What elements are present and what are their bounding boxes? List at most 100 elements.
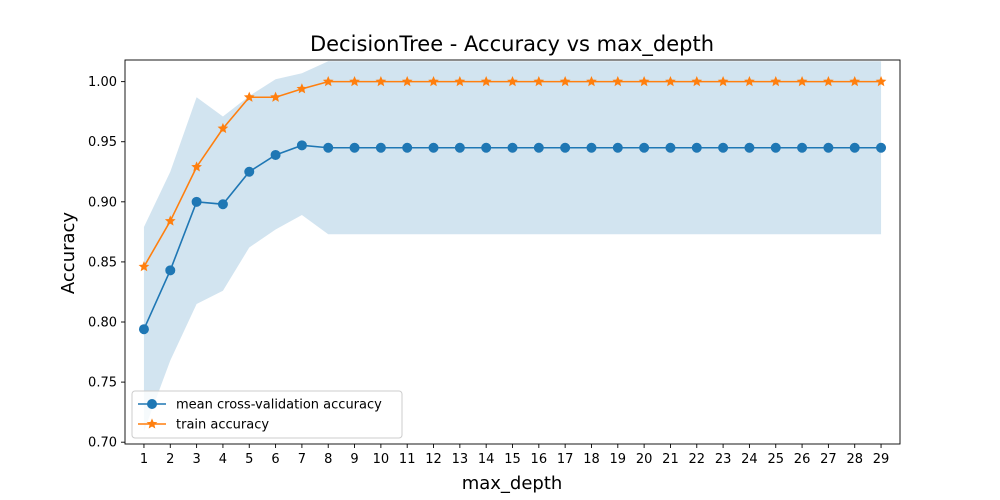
data-point — [586, 142, 597, 153]
data-point — [691, 75, 703, 87]
data-point — [270, 149, 281, 160]
data-point — [823, 75, 834, 87]
data-point — [296, 83, 308, 94]
x-tick-label: 6 — [271, 452, 279, 467]
data-point — [770, 142, 781, 153]
data-point — [796, 75, 808, 87]
data-point — [717, 75, 729, 87]
legend-box — [131, 390, 403, 439]
x-tick-label: 8 — [324, 452, 332, 467]
series-0 — [138, 140, 887, 335]
data-point — [875, 75, 887, 87]
x-tick-label: 15 — [504, 452, 521, 467]
x-tick-label: 13 — [452, 452, 469, 467]
x-tick-label: 1 — [140, 452, 148, 467]
legend-label: train accuracy — [176, 418, 269, 433]
y-tick-label: 0.70 — [88, 436, 117, 451]
data-point — [401, 75, 413, 87]
data-point — [243, 91, 255, 102]
plot-area: 1 2 3 4 5 6 7 8 9 10 11 12 13 14 15 16 17 18 19 20 21 22 23 24 2… — [88, 59, 901, 467]
data-point — [349, 142, 360, 153]
data-point — [507, 75, 518, 87]
data-point — [612, 142, 623, 153]
legend: mean cross-validation accuracy train accu… — [131, 390, 403, 439]
data-point — [560, 142, 571, 153]
data-point — [638, 75, 650, 87]
legend-entry: mean cross-validation accuracy — [138, 398, 382, 413]
series-1 — [138, 75, 887, 272]
data-point — [612, 75, 624, 87]
data-point — [165, 265, 176, 276]
data-point — [191, 161, 202, 172]
data-point — [480, 75, 492, 87]
data-point — [533, 142, 544, 153]
std-band — [143, 61, 882, 432]
data-point — [876, 142, 887, 153]
data-point — [559, 75, 571, 87]
data-point — [375, 142, 386, 153]
x-tick-label: 14 — [478, 452, 495, 467]
data-point — [849, 75, 861, 87]
data-point — [138, 261, 150, 272]
data-point — [770, 75, 782, 87]
data-point — [586, 75, 597, 87]
data-point — [244, 166, 255, 177]
y-tick-label: 0.90 — [88, 195, 117, 210]
data-point — [823, 142, 834, 153]
data-point — [191, 196, 202, 207]
data-point — [744, 75, 755, 87]
x-tick-label: 17 — [557, 452, 574, 467]
y-tick-label: 0.85 — [88, 255, 117, 270]
data-point — [454, 75, 466, 87]
data-point — [639, 142, 650, 153]
data-point — [744, 142, 755, 153]
x-tick-label: 27 — [820, 452, 837, 467]
x-tick-label: 22 — [688, 452, 705, 467]
data-point — [322, 75, 334, 87]
x-tick-label: 16 — [531, 452, 548, 467]
data-point — [323, 142, 334, 153]
data-point — [349, 75, 360, 87]
x-tick-label: 26 — [794, 452, 811, 467]
legend-marker — [147, 399, 157, 409]
x-tick-label: 9 — [350, 452, 358, 467]
x-tick-label: 19 — [610, 452, 627, 467]
data-point — [217, 122, 229, 134]
x-tick-label: 10 — [373, 452, 390, 467]
x-tick-label: 24 — [741, 452, 758, 467]
data-point — [533, 75, 545, 87]
y-tick-label: 0.80 — [88, 316, 117, 331]
y-axis: 0.70 0.75 0.80 0.85 0.90 0.95 1.00 — [88, 75, 125, 451]
data-point — [402, 142, 413, 153]
x-tick-label: 29 — [873, 452, 890, 467]
y-axis-title: Accuracy — [58, 212, 79, 295]
x-tick-label: 12 — [425, 452, 442, 467]
x-tick-label: 21 — [662, 452, 679, 467]
x-tick-label: 18 — [583, 452, 600, 467]
data-point — [665, 142, 676, 153]
data-point — [138, 324, 149, 335]
data-point — [164, 215, 176, 226]
legend-label: mean cross-validation accuracy — [176, 398, 382, 413]
x-tick-label: 11 — [399, 452, 416, 467]
data-point — [849, 142, 860, 153]
data-point — [691, 142, 702, 153]
data-point — [428, 142, 439, 153]
data-point — [375, 75, 387, 87]
x-tick-label: 3 — [192, 452, 200, 467]
y-tick-label: 0.95 — [88, 135, 117, 150]
data-point — [507, 142, 518, 153]
y-tick-label: 1.00 — [88, 75, 117, 90]
data-point — [296, 140, 307, 151]
data-point — [217, 199, 228, 210]
data-point — [270, 91, 281, 102]
x-tick-label: 7 — [298, 452, 306, 467]
x-tick-label: 4 — [219, 452, 227, 467]
x-tick-label: 23 — [715, 452, 732, 467]
data-point — [428, 75, 439, 87]
data-point — [481, 142, 492, 153]
data-point — [718, 142, 729, 153]
chart-title: DecisionTree - Accuracy vs max_depth — [310, 32, 714, 57]
x-tick-label: 25 — [767, 452, 784, 467]
x-tick-label: 28 — [846, 452, 863, 467]
